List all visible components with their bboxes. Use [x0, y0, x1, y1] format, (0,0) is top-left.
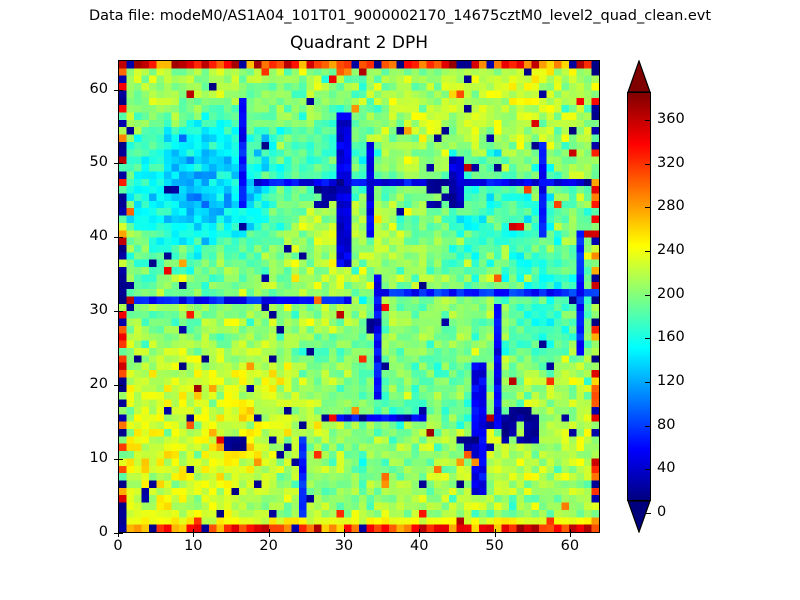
y-tick [114, 163, 118, 164]
colorbar-tick [645, 469, 651, 471]
colorbar-tick [645, 163, 651, 165]
x-tick-label: 50 [485, 538, 504, 554]
y-tick-inner [119, 90, 123, 91]
x-tick-inner [419, 529, 420, 533]
y-tick-inner [119, 533, 123, 534]
y-tick [114, 459, 118, 460]
colorbar-tick [645, 207, 651, 209]
colorbar-tick [645, 251, 651, 252]
y-tick-label: 30 [89, 302, 108, 319]
colorbar-gradient [628, 93, 650, 500]
y-tick-label: 40 [89, 228, 108, 245]
chart-title: Quadrant 2 DPH [290, 33, 428, 53]
y-tick-label: 60 [89, 80, 108, 97]
y-tick-inner [119, 163, 123, 164]
y-tick-label: 50 [89, 154, 108, 171]
colorbar-tick-label: 40 [657, 460, 676, 477]
x-tick-label: 40 [410, 538, 429, 554]
x-tick-label: 10 [184, 538, 203, 554]
x-tick-label: 20 [259, 538, 278, 554]
colorbar-extend-bottom-arrow-icon [627, 500, 651, 533]
x-tick-inner [495, 529, 496, 533]
colorbar-tick-label: 160 [657, 329, 685, 346]
x-tick-inner [269, 529, 270, 533]
colorbar-tick-label: 320 [657, 154, 685, 171]
y-tick-label: 20 [89, 376, 108, 393]
y-tick [114, 385, 118, 386]
colorbar-tick [645, 513, 651, 514]
colorbar-tick-label: 0 [657, 504, 667, 520]
colorbar-tick [645, 338, 651, 340]
x-tick [495, 533, 496, 537]
colorbar-tick-label: 80 [657, 416, 676, 433]
x-tick-label: 30 [334, 538, 354, 554]
x-tick [570, 533, 571, 537]
y-tick-inner [119, 459, 123, 460]
y-tick [114, 533, 118, 534]
colorbar-tick [645, 382, 651, 383]
x-tick-inner [570, 529, 571, 533]
y-tick [114, 90, 118, 91]
y-tick-label: 0 [98, 524, 108, 540]
x-tick-label: 60 [560, 538, 580, 554]
colorbar-extend-top-arrow-icon [627, 60, 651, 93]
colorbar-tick [645, 120, 651, 121]
y-tick-inner [119, 385, 123, 386]
x-tick [118, 533, 119, 537]
x-tick-inner [118, 529, 119, 533]
heatmap-image [119, 61, 599, 532]
y-tick [114, 237, 118, 238]
y-tick-inner [119, 311, 123, 312]
y-tick-inner [119, 237, 123, 238]
x-tick [269, 533, 270, 537]
y-tick-label: 10 [89, 450, 108, 467]
colorbar-tick-label: 280 [657, 198, 685, 215]
colorbar-tick-label: 200 [657, 285, 685, 302]
heatmap-axes[interactable] [118, 60, 600, 533]
x-tick-label: 0 [113, 538, 123, 554]
data-file-suptitle: Data file: modeM0/AS1A04_101T01_90000021… [88, 8, 712, 24]
x-tick [193, 533, 194, 537]
x-tick [419, 533, 420, 537]
colorbar-gradient-body [627, 92, 651, 501]
y-tick [114, 311, 118, 312]
colorbar-tick-label: 360 [657, 111, 685, 127]
colorbar-tick [645, 425, 651, 427]
x-tick-inner [344, 529, 345, 533]
x-tick-inner [193, 529, 194, 533]
x-tick [344, 533, 345, 537]
colorbar[interactable]: 0 40 80 120 160 200 240 280 320 360 [627, 60, 685, 533]
colorbar-tick [645, 294, 651, 296]
colorbar-tick-label: 240 [657, 242, 685, 258]
colorbar-tick-label: 120 [657, 373, 685, 389]
